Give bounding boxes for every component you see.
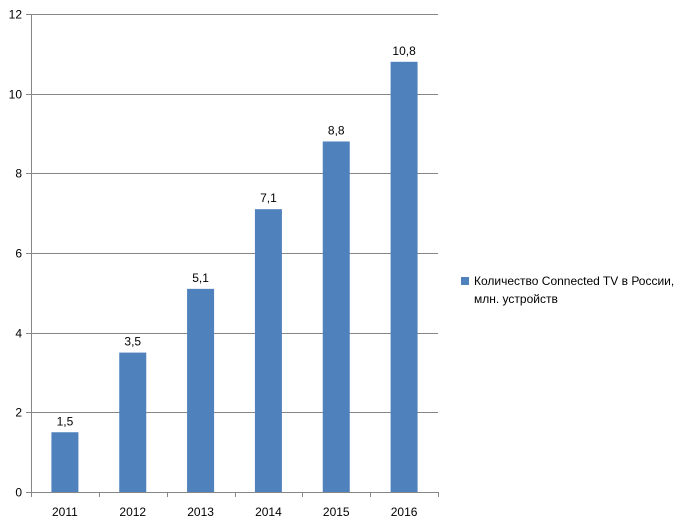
y-tick-label: 12 (9, 8, 23, 22)
legend-label: Количество Connected TV в России, млн. у… (474, 274, 675, 306)
legend: Количество Connected TV в России, млн. у… (461, 272, 681, 308)
x-tick-label-2016: 2016 (391, 505, 418, 519)
y-tick-labels: 0 2 4 6 8 10 12 (9, 8, 23, 500)
x-tick-label-2012: 2012 (119, 505, 146, 519)
y-tick-label: 0 (15, 486, 22, 500)
data-label-2012: 3,5 (124, 335, 141, 349)
y-tick-label: 8 (15, 167, 22, 181)
data-label-2011: 1,5 (57, 414, 74, 428)
x-tick-label-2015: 2015 (323, 505, 350, 519)
bar-2012 (119, 352, 147, 492)
x-tick-label-2013: 2013 (187, 505, 214, 519)
axes (26, 14, 439, 497)
data-label-2014: 7,1 (260, 191, 277, 205)
data-label-2016: 10,8 (392, 44, 416, 58)
data-label-2013: 5,1 (192, 271, 209, 285)
x-tick-label-2014: 2014 (255, 505, 282, 519)
bar-2013 (187, 288, 215, 492)
bar-2011 (51, 432, 79, 492)
bar-2015 (322, 141, 350, 492)
y-tick-label: 2 (15, 406, 22, 420)
bar-2014 (254, 209, 282, 492)
y-tick-label: 4 (15, 327, 22, 341)
bar-2016 (390, 61, 418, 493)
data-labels: 1,5 3,5 5,1 7,1 8,8 10,8 (57, 44, 417, 428)
data-label-2015: 8,8 (328, 123, 345, 137)
y-tick-label: 10 (9, 88, 23, 102)
y-tick-label: 6 (15, 247, 22, 261)
legend-swatch (461, 277, 469, 285)
x-tick-label-2011: 2011 (52, 505, 78, 519)
bars (51, 61, 418, 493)
gridlines (31, 14, 438, 413)
x-tick-labels: 2011 2012 2013 2014 2015 2016 (52, 505, 418, 519)
